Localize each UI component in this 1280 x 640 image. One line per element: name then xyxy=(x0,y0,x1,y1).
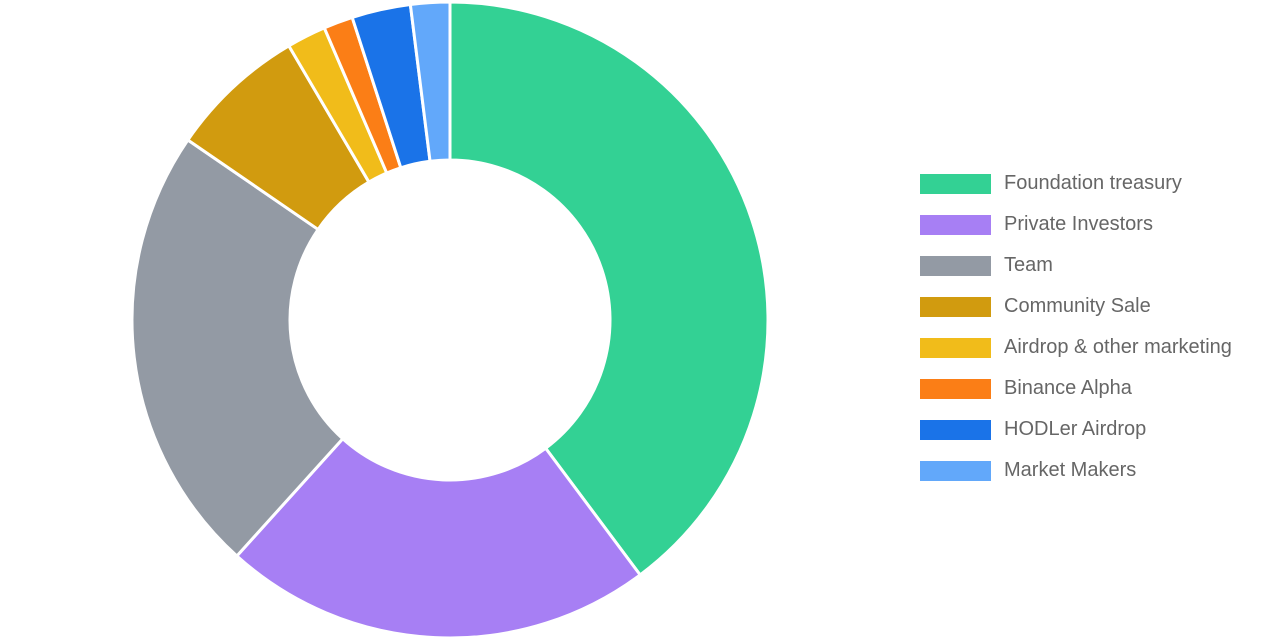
legend-swatch xyxy=(920,214,991,235)
slice-foundation-treasury[interactable] xyxy=(448,0,770,577)
legend-swatch xyxy=(920,460,991,481)
legend-item-community-sale[interactable]: Community Sale xyxy=(920,286,1232,327)
legend-label: Binance Alpha xyxy=(1004,377,1132,399)
legend-label: Market Makers xyxy=(1004,459,1137,481)
slice-private-investors[interactable] xyxy=(235,437,642,640)
legend-item-private-investors[interactable]: Private Investors xyxy=(920,204,1232,245)
legend-item-airdrop-and-other-marketing[interactable]: Airdrop & other marketing xyxy=(920,327,1232,368)
legend-swatch xyxy=(920,173,991,194)
legend-label: Team xyxy=(1004,254,1053,276)
legend-item-market-makers[interactable]: Market Makers xyxy=(920,450,1232,491)
legend-item-binance-alpha[interactable]: Binance Alpha xyxy=(920,368,1232,409)
legend-item-hodler-airdrop[interactable]: HODLer Airdrop xyxy=(920,409,1232,450)
legend-swatch xyxy=(920,419,991,440)
slice-market-makers[interactable] xyxy=(408,0,452,163)
legend-label: Foundation treasury xyxy=(1004,172,1182,194)
legend-swatch xyxy=(920,378,991,399)
donut-slices xyxy=(130,0,770,640)
legend-swatch xyxy=(920,255,991,276)
slice-team[interactable] xyxy=(130,138,345,558)
chart-legend: Foundation treasury Private Investors Team… xyxy=(920,163,1232,491)
legend-item-foundation-treasury[interactable]: Foundation treasury xyxy=(920,163,1232,204)
legend-label: Airdrop & other marketing xyxy=(1004,336,1232,358)
legend-swatch xyxy=(920,296,991,317)
donut-chart xyxy=(130,0,770,640)
legend-swatch xyxy=(920,337,991,358)
legend-label: HODLer Airdrop xyxy=(1004,418,1147,440)
legend-item-team[interactable]: Team xyxy=(920,245,1232,286)
legend-label: Community Sale xyxy=(1004,295,1151,317)
legend-label: Private Investors xyxy=(1004,213,1153,235)
